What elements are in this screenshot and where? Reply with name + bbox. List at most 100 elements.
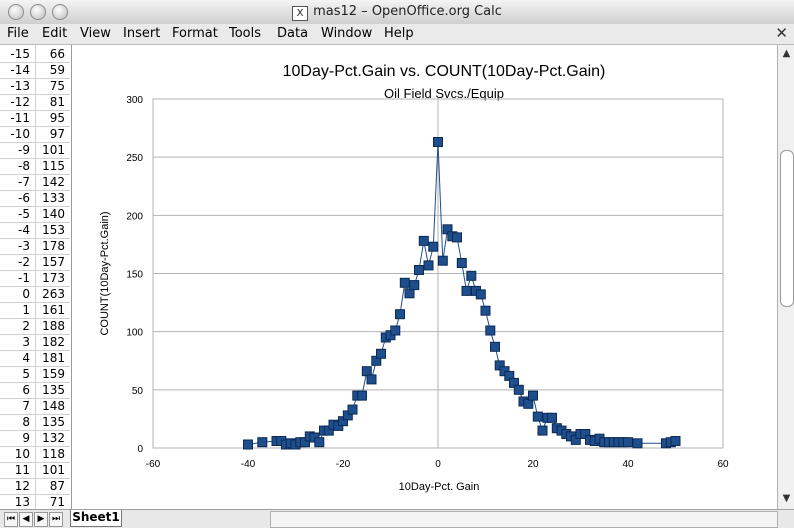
cell-count[interactable]: 95: [49, 111, 65, 125]
y-tick-label: 50: [132, 386, 144, 397]
menu-help[interactable]: Help: [384, 26, 414, 41]
menu-file[interactable]: File: [7, 26, 29, 41]
first-sheet-icon[interactable]: ⏮: [4, 512, 18, 527]
cell-count[interactable]: 81: [49, 95, 65, 109]
cell-count[interactable]: 97: [49, 127, 65, 141]
cell-count[interactable]: 157: [42, 255, 65, 269]
cell-count[interactable]: 75: [49, 79, 65, 93]
vertical-scrollbar[interactable]: ▲ ▼: [777, 45, 794, 509]
cell-count[interactable]: 181: [42, 351, 65, 365]
cell-x[interactable]: 9: [22, 431, 30, 445]
menu-tools[interactable]: Tools: [229, 26, 262, 41]
cell-count[interactable]: 135: [42, 383, 65, 397]
cell-count[interactable]: 178: [42, 239, 65, 253]
cell-x[interactable]: 1: [22, 303, 30, 317]
zoom-window-icon[interactable]: [52, 4, 68, 20]
menu-data[interactable]: Data: [277, 26, 309, 41]
data-point: [452, 232, 462, 243]
vertical-scroll-thumb[interactable]: [780, 150, 794, 307]
cell-x[interactable]: -7: [18, 175, 30, 189]
cell-x[interactable]: -6: [18, 191, 30, 205]
chart-title: 10Day-Pct.Gain vs. COUNT(10Day-Pct.Gain): [283, 63, 606, 80]
cell-count[interactable]: 115: [42, 159, 65, 173]
menu-bar: File Edit View Insert Format Tools Data …: [0, 24, 794, 45]
table-row[interactable]: 13 71: [0, 493, 70, 511]
cell-count[interactable]: 159: [42, 367, 65, 381]
cell-count[interactable]: 87: [49, 479, 65, 493]
cell-x[interactable]: 5: [22, 367, 30, 381]
cell-x[interactable]: -8: [18, 159, 30, 173]
cell-count[interactable]: 132: [42, 431, 65, 445]
data-point: [414, 265, 424, 275]
cell-count[interactable]: 59: [49, 63, 65, 77]
last-sheet-icon[interactable]: ⏭: [49, 512, 63, 527]
cell-x[interactable]: -12: [10, 95, 30, 109]
scroll-up-icon[interactable]: ▲: [782, 48, 791, 59]
cell-x[interactable]: -1: [18, 271, 30, 285]
cell-x[interactable]: 3: [22, 335, 30, 349]
cell-x[interactable]: -2: [18, 255, 30, 269]
cell-count[interactable]: 66: [49, 47, 65, 61]
cell-x[interactable]: -3: [18, 239, 30, 253]
cell-x[interactable]: 2: [22, 319, 30, 333]
cell-count[interactable]: 135: [42, 415, 65, 429]
chart-area[interactable]: [71, 45, 778, 509]
menu-view[interactable]: View: [80, 26, 111, 41]
cell-x[interactable]: 13: [14, 495, 30, 509]
x-axis-label: 10Day-Pct. Gain: [399, 481, 480, 493]
cell-count[interactable]: 148: [42, 399, 65, 413]
close-window-icon[interactable]: [8, 4, 24, 20]
cell-x[interactable]: 4: [22, 351, 30, 365]
cell-count[interactable]: 101: [42, 143, 65, 157]
close-document-icon[interactable]: ✕: [775, 24, 788, 42]
cell-count[interactable]: 101: [42, 463, 65, 477]
scroll-down-icon[interactable]: ▼: [782, 493, 791, 504]
menu-window[interactable]: Window: [321, 26, 373, 41]
menu-insert[interactable]: Insert: [123, 26, 161, 41]
cell-x[interactable]: 10: [14, 447, 30, 461]
cell-x[interactable]: -10: [10, 127, 30, 141]
next-sheet-icon[interactable]: ▶: [34, 512, 48, 527]
cell-x[interactable]: 11: [14, 463, 30, 477]
menu-format[interactable]: Format: [172, 26, 218, 41]
data-point: [314, 437, 325, 448]
cell-count[interactable]: 263: [42, 287, 65, 301]
cell-count[interactable]: 133: [42, 191, 65, 205]
cell-x[interactable]: -14: [10, 63, 30, 77]
minimize-window-icon[interactable]: [30, 4, 46, 20]
cell-x[interactable]: 0: [22, 287, 30, 301]
cell-x[interactable]: 6: [22, 383, 30, 397]
cell-x[interactable]: -13: [10, 79, 30, 93]
cell-count[interactable]: 188: [42, 319, 65, 333]
cell-x[interactable]: 12: [14, 479, 30, 493]
cell-count[interactable]: 153: [42, 223, 65, 237]
cell-x[interactable]: 8: [22, 415, 30, 429]
chart-subtitle: Oil Field Svcs./Equip: [384, 86, 504, 101]
sheet-tab-bar: ⏮ ◀ ▶ ⏭ Sheet1: [0, 509, 794, 528]
menu-edit[interactable]: Edit: [42, 26, 68, 41]
data-point: [409, 280, 420, 291]
chart[interactable]: 10Day-Pct.Gain vs. COUNT(10Day-Pct.Gain)…: [71, 45, 777, 509]
horizontal-scrollbar[interactable]: [270, 511, 778, 528]
cell-x[interactable]: -11: [10, 111, 30, 125]
cell-x[interactable]: -9: [18, 143, 30, 157]
cell-count[interactable]: 118: [42, 447, 65, 461]
cell-count[interactable]: 161: [42, 303, 65, 317]
prev-sheet-icon[interactable]: ◀: [19, 512, 33, 527]
sheet-tab[interactable]: Sheet1: [70, 510, 122, 527]
cell-x[interactable]: 7: [22, 399, 30, 413]
cell-x[interactable]: -15: [10, 47, 30, 61]
cell-count[interactable]: 71: [49, 495, 65, 509]
data-point: [423, 260, 434, 271]
cell-count[interactable]: 142: [42, 175, 65, 189]
cell-count[interactable]: 182: [42, 335, 65, 349]
data-point: [404, 288, 415, 299]
y-tick-label: 300: [126, 95, 143, 106]
data-point: [623, 437, 633, 448]
cell-x[interactable]: -4: [18, 223, 30, 237]
cell-x[interactable]: -5: [18, 207, 30, 221]
data-point: [347, 404, 358, 415]
cell-count[interactable]: 140: [42, 207, 65, 221]
cell-count[interactable]: 173: [42, 271, 65, 285]
